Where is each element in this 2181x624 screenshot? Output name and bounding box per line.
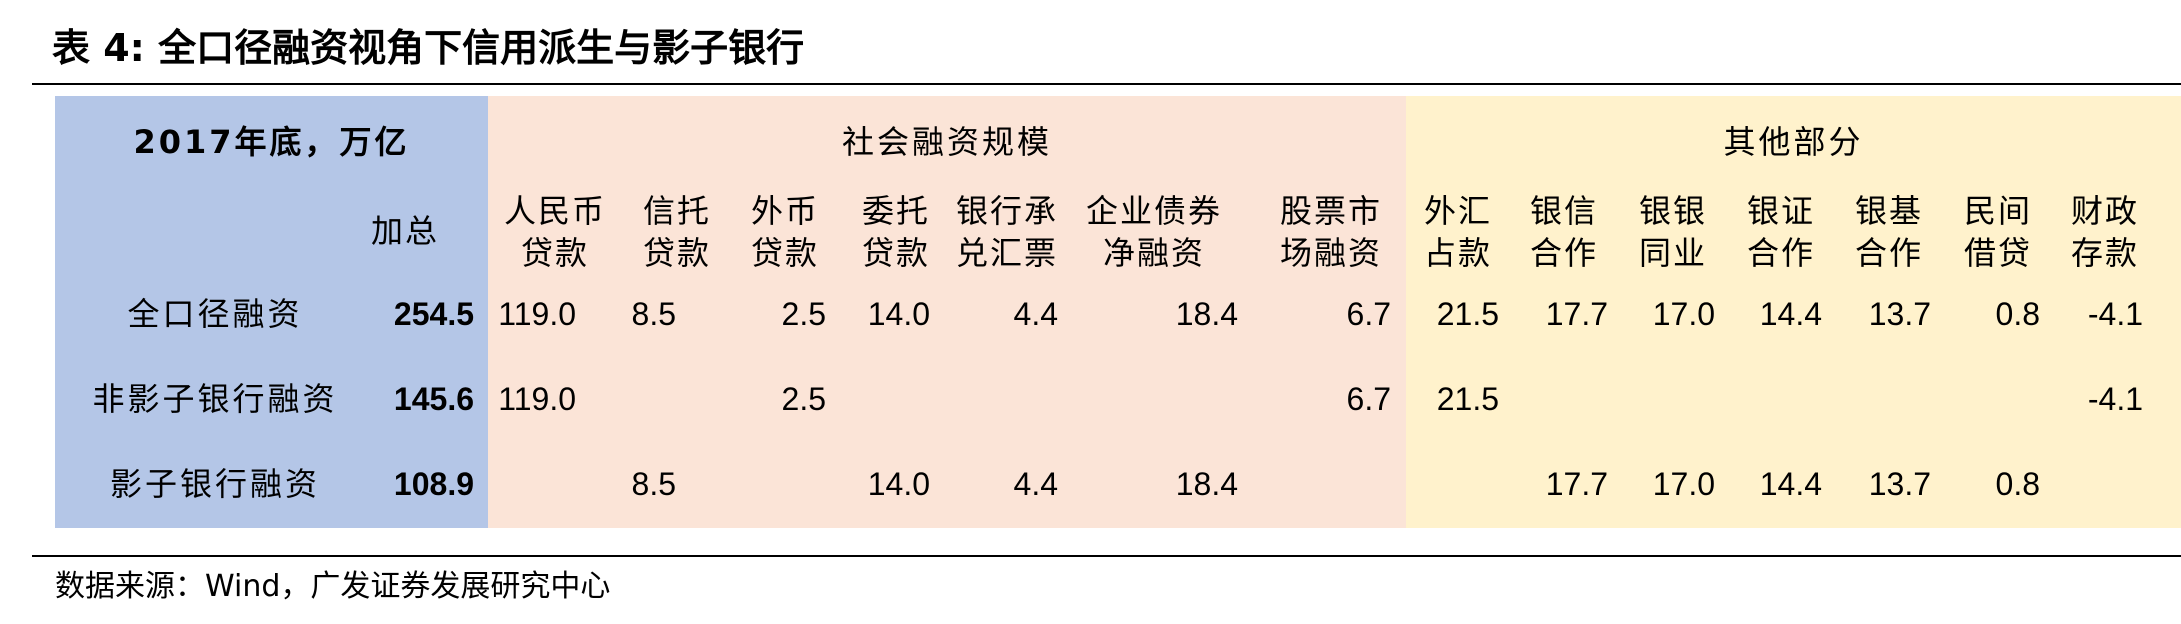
column-header-line2: 合作 [1529,234,1598,272]
table-cell: 21.5 [1436,296,1499,332]
table-cell: 0.8 [1995,296,2040,332]
table-cell: -4.1 [2087,381,2143,417]
column-header-line1: 股票市 [1279,192,1382,230]
column-header-line1: 信托 [642,192,711,230]
social-financing-section-background [488,96,1406,528]
row-total-value: 254.5 [393,296,474,332]
label-section-background [55,96,488,528]
table-cell: 119.0 [498,296,576,332]
table-cell: 8.5 [631,296,676,332]
header-corner: 2017年底，万亿 [133,123,410,161]
table-cell: 6.7 [1346,381,1391,417]
column-header-line1: 人民币 [503,192,606,230]
column-header-line2: 贷款 [642,234,711,272]
table-cell: 17.0 [1652,296,1715,332]
table-cell: 18.4 [1175,466,1238,502]
table-cell: 14.4 [1759,466,1822,502]
column-header-line1: 财政 [2070,192,2139,230]
table-cell: 13.7 [1868,466,1931,502]
group-header-other: 其他部分 [1723,123,1864,161]
table-cell: 2.5 [781,381,826,417]
table-cell: 4.4 [1013,296,1058,332]
table-cell: 17.0 [1652,466,1715,502]
column-header-line1: 企业债券 [1085,192,1222,230]
table-cell: 14.0 [867,296,930,332]
table-cell: 18.4 [1175,296,1238,332]
table-cell: 119.0 [498,381,576,417]
row-total-value: 108.9 [393,466,474,502]
title-divider [32,83,2181,85]
table-cell: -4.1 [2087,296,2143,332]
row-label: 影子银行融资 [109,465,320,503]
column-header-line2: 合作 [1854,234,1923,272]
column-header-line1: 银银 [1638,192,1707,230]
column-header-line2: 兑汇票 [955,234,1058,272]
bottom-divider [32,555,2181,557]
column-header-line1: 委托 [861,192,930,230]
row-total-value: 145.6 [393,381,474,417]
table-cell: 6.7 [1346,296,1391,332]
column-header-line1: 银基 [1854,192,1923,230]
column-header-line1: 民间 [1963,192,2032,230]
column-header-line1: 外汇 [1423,192,1492,230]
table-cell: 17.7 [1545,296,1608,332]
column-header-line1: 外币 [750,192,819,230]
row-label: 全口径融资 [127,295,303,333]
column-header-line1: 银证 [1746,192,1815,230]
column-header-line1: 银信 [1529,192,1598,230]
group-header-social: 社会融资规模 [841,123,1052,161]
column-header-line2: 贷款 [750,234,819,272]
table-cell: 21.5 [1436,381,1499,417]
table-title: 表 4: 全口径融资视角下信用派生与影子银行 [52,26,805,70]
column-header-line2: 净融资 [1102,234,1205,272]
column-header-line2: 同业 [1638,234,1707,272]
table-cell: 8.5 [631,466,676,502]
table-cell: 14.0 [867,466,930,502]
column-header-line2: 占款 [1423,234,1492,272]
table-cell: 14.4 [1759,296,1822,332]
column-header-line2: 贷款 [520,234,589,272]
column-header-line2: 合作 [1746,234,1815,272]
table-cell: 0.8 [1995,466,2040,502]
column-header-line2: 场融资 [1279,234,1382,272]
table-cell: 17.7 [1545,466,1608,502]
table-cell: 4.4 [1013,466,1058,502]
column-header-line1: 加总 [370,212,439,250]
column-header-line2: 贷款 [861,234,930,272]
row-label: 非影子银行融资 [92,380,338,418]
column-header-line2: 存款 [2070,234,2139,272]
column-header-line1: 银行承 [955,192,1058,230]
table-cell: 13.7 [1868,296,1931,332]
table-cell: 2.5 [781,296,826,332]
column-header-line2: 借贷 [1963,234,2032,272]
source-note: 数据来源：Wind，广发证券发展研究中心 [55,569,611,604]
other-section-background [1406,96,2181,528]
